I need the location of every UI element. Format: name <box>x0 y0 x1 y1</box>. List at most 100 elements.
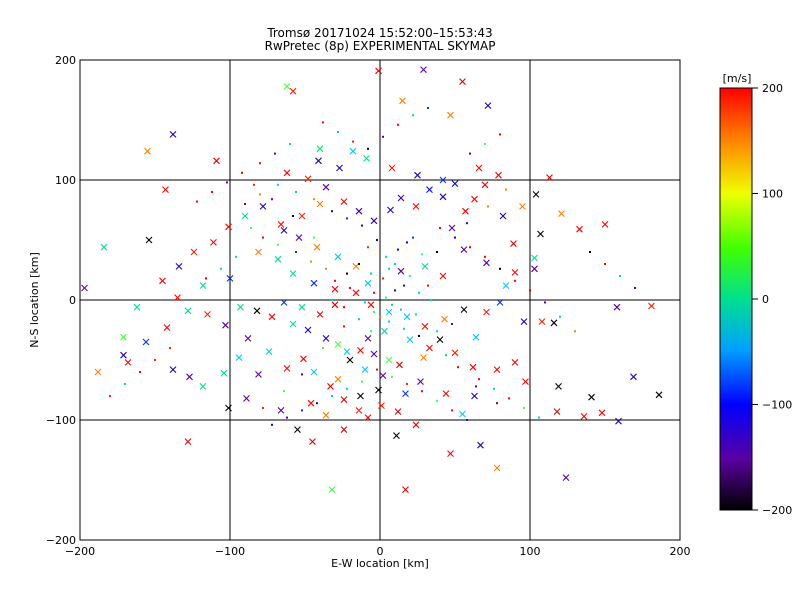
data-point-x <box>439 272 447 280</box>
data-point-x <box>483 259 490 267</box>
data-point-x <box>334 253 342 261</box>
data-point-x <box>381 327 388 335</box>
data-point-dot <box>529 289 531 292</box>
data-point-x <box>537 230 544 238</box>
data-point-x <box>399 97 406 105</box>
data-point-dot <box>466 222 468 225</box>
data-point-dot <box>139 371 141 373</box>
data-point-x <box>255 371 262 378</box>
data-point-dot <box>379 315 381 318</box>
x-tick-label: 100 <box>520 545 541 558</box>
data-point-x <box>520 318 528 325</box>
colorbar-label: [m/s] <box>723 72 752 85</box>
data-point-dot <box>439 227 441 229</box>
data-point-dot <box>421 253 423 256</box>
data-point-x <box>81 284 88 292</box>
data-point-dot <box>295 191 297 193</box>
data-point-x <box>343 348 351 355</box>
data-point-x <box>210 239 217 246</box>
data-point-x <box>328 486 336 493</box>
data-point-dot <box>382 277 384 280</box>
data-point-x <box>502 282 510 289</box>
data-point-x <box>598 409 606 417</box>
data-point-x <box>421 323 429 330</box>
data-point-dot <box>391 375 393 378</box>
data-point-dot <box>346 217 348 220</box>
data-point-x <box>447 111 454 119</box>
data-point-x <box>459 78 466 85</box>
y-tick-label: 200 <box>55 54 76 67</box>
data-point-dot <box>412 236 414 239</box>
data-point-dot <box>274 152 276 155</box>
data-point-dot <box>475 385 477 388</box>
data-point-x <box>451 180 459 187</box>
data-point-x <box>460 246 468 253</box>
data-point-dot <box>559 315 561 318</box>
data-point-x <box>190 248 198 256</box>
data-point-dot <box>487 205 489 208</box>
data-point-x <box>169 366 177 373</box>
data-point-dot <box>376 239 378 241</box>
data-point-dot <box>373 291 375 294</box>
data-point-x <box>133 303 141 311</box>
data-point-x <box>235 354 243 361</box>
data-point-x <box>169 131 177 138</box>
data-point-dot <box>331 210 333 213</box>
data-point-dot <box>286 416 288 419</box>
chart-title-line1: Tromsø 20171024 15:52:00–15:53:43 <box>266 26 492 40</box>
data-point-dot <box>109 395 111 397</box>
data-point-x <box>469 363 477 371</box>
data-point-x <box>367 301 375 309</box>
x-tick-label: −100 <box>215 545 245 558</box>
data-point-x <box>441 315 448 323</box>
data-point-dot <box>259 193 261 196</box>
data-point-x <box>213 157 220 165</box>
data-point-x <box>370 350 378 358</box>
data-point-dot <box>394 263 396 265</box>
data-point-x <box>510 240 517 247</box>
data-point-dot <box>346 387 348 390</box>
data-point-x <box>316 200 324 208</box>
data-point-dot <box>235 255 237 258</box>
data-point-dot <box>382 135 384 138</box>
data-point-dot <box>358 318 360 321</box>
y-tick-label: 0 <box>69 294 76 307</box>
data-point-dot <box>367 147 369 150</box>
data-point-x <box>322 411 330 419</box>
data-point-x <box>289 270 297 277</box>
data-point-dot <box>427 107 429 109</box>
data-point-x <box>499 212 507 220</box>
data-point-x <box>124 359 132 366</box>
data-point-x <box>253 307 261 315</box>
data-point-x <box>414 171 421 179</box>
data-point-x <box>417 378 424 385</box>
data-point-x <box>546 174 553 181</box>
data-point-x <box>241 212 249 220</box>
data-point-x <box>364 414 372 421</box>
data-point-x <box>309 438 316 445</box>
data-point-dot <box>445 354 447 357</box>
data-point-dot <box>367 246 369 249</box>
data-point-x <box>493 366 501 373</box>
data-point-x <box>244 335 252 342</box>
data-point-dot <box>361 224 363 227</box>
data-point-dot <box>469 152 471 155</box>
data-point-dot <box>589 251 591 253</box>
data-point-dot <box>397 248 399 251</box>
data-point-dot <box>271 423 273 426</box>
data-point-x <box>199 282 207 289</box>
data-point-dot <box>301 409 303 412</box>
data-point-dot <box>406 241 408 244</box>
data-point-dot <box>403 327 405 330</box>
data-point-x <box>553 408 561 415</box>
data-point-dot <box>196 200 198 203</box>
data-point-x <box>294 426 301 433</box>
data-point-x <box>334 341 342 348</box>
colorbar-tick-label: 0 <box>762 293 769 306</box>
data-point-dot <box>352 140 354 143</box>
data-point-x <box>283 83 291 90</box>
data-point-dot <box>619 275 621 277</box>
data-point-dot <box>499 133 501 136</box>
colorbar <box>719 87 753 511</box>
data-point-dot <box>322 121 324 124</box>
